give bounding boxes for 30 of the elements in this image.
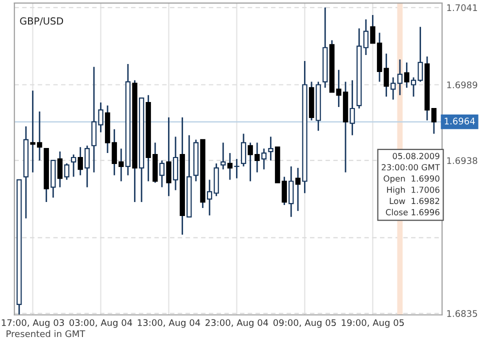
candlestick — [261, 148, 267, 170]
candlestick — [268, 136, 274, 162]
candlestick — [350, 80, 355, 136]
y-tick-label: 1.6938 — [447, 157, 478, 164]
ref-line-label: 1.6964 — [444, 118, 475, 124]
candlestick — [84, 144, 90, 188]
y-tick-label: 1.6835 — [447, 310, 478, 317]
candlestick — [159, 160, 165, 188]
candlestick — [363, 18, 369, 56]
y-tick-label: 1.6989 — [447, 81, 478, 88]
x-tick-label: 19:00, Aug 05 — [342, 319, 404, 328]
candlestick — [172, 136, 178, 191]
x-tick-label: 23:00, Aug 04 — [206, 319, 268, 328]
y-tick-label: 1.7041 — [447, 4, 477, 12]
x-tick-label: 17:00, Aug 03 — [2, 319, 64, 328]
text: Presented in GMT — [6, 330, 86, 338]
text: GBP/USD — [20, 17, 64, 26]
candlestick — [431, 108, 437, 134]
x-tick-label: 13:00, Aug 04 — [138, 319, 200, 328]
x-tick-label: 09:00, Aug 05 — [273, 319, 336, 328]
candlestick — [288, 166, 294, 218]
candlestick — [70, 154, 76, 178]
candlestick — [64, 162, 70, 180]
candlestick — [397, 58, 403, 96]
annotation: 05.08.2009 23:00:00 GMT Open 1.6990 High 1.7006 Low 1.6982 Close 1.6996 — [382, 152, 440, 216]
x-tick-label: 03:00, Aug 04 — [69, 319, 132, 328]
candlestick — [240, 133, 246, 168]
candlestick — [390, 76, 396, 100]
candlestick — [234, 158, 240, 179]
candlestick — [220, 142, 226, 170]
